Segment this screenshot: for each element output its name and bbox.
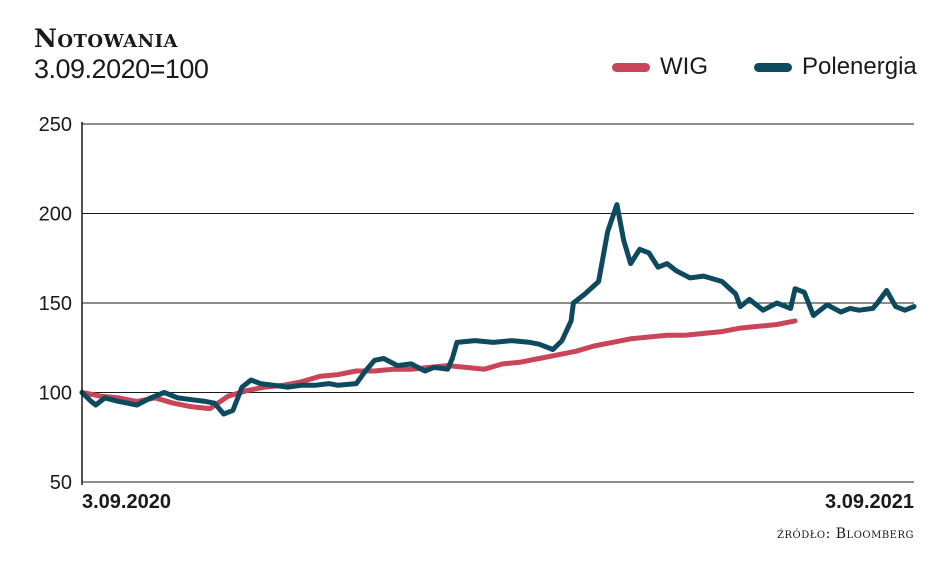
legend-item-wig: WIG [612,53,708,81]
legend-item-polenergia: Polenergia [754,53,917,81]
y-tick-label-150: 150 [39,293,72,315]
chart-subtitle: 3.09.2020=100 [34,54,209,84]
y-tick-label-250: 250 [39,114,72,136]
x-label-end: 3.09.2021 [825,491,914,513]
grid-lines [82,123,914,483]
y-tick-label-200: 200 [39,204,72,226]
x-label-start: 3.09.2020 [82,491,171,513]
legend-label-wig: WIG [660,53,708,80]
legend-label-polenergia: Polenergia [802,53,917,80]
series-line-polenergia [79,202,917,417]
series-lines [79,202,917,417]
y-tick-label-50: 50 [50,472,72,494]
y-tick-label-100: 100 [39,383,72,405]
legend-swatch-polenergia [754,62,792,72]
legend-swatch-wig [612,62,650,72]
y-axis-labels: 50 100 150 200 250 [39,114,72,494]
chart-title: Notowania [34,24,178,53]
series-line-wig [79,318,798,412]
source-note: źródło: Bloomberg [777,526,914,542]
